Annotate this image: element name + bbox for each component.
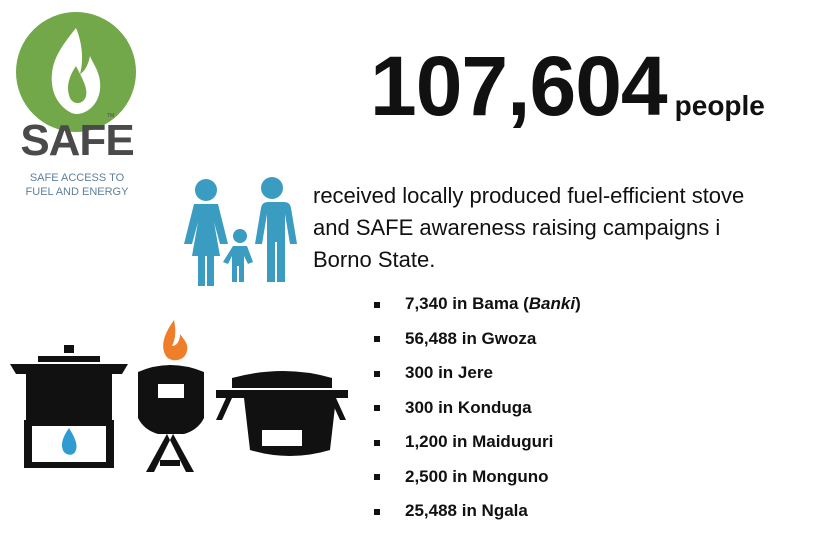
description-line: Borno State. xyxy=(313,247,436,272)
description: received locally produced fuel-efficient… xyxy=(313,180,820,276)
description-line: and SAFE awareness raising campaigns i xyxy=(313,215,721,240)
list-item: 300 in Jere xyxy=(374,361,581,396)
list-text: 300 in Konduga xyxy=(405,397,532,417)
list-text: 56,488 in Gwoza xyxy=(405,328,537,348)
list-text: 300 in Jere xyxy=(405,363,493,382)
list-item: 56,488 in Gwoza xyxy=(374,327,581,362)
description-line: received locally produced fuel-efficient… xyxy=(313,183,745,208)
icons xyxy=(10,12,348,472)
list-item: 1,200 in Maiduguri xyxy=(374,430,581,465)
list-item: 300 in Konduga xyxy=(374,396,581,431)
list-item: 2,500 in Monguno xyxy=(374,465,581,500)
list-text: 25,488 in Ngala xyxy=(405,501,528,520)
list-item: 25,488 in Ngala xyxy=(374,499,581,534)
logo-tagline: SAFE ACCESS TO xyxy=(29,172,125,184)
district-list: 7,340 in Bama (Banki) 56,488 in Gwoza 300 … xyxy=(374,292,581,534)
list-text: 1,200 in Maiduguri xyxy=(405,432,554,451)
headline-unit: people xyxy=(674,90,765,121)
list-text: 7,340 in Bama ( xyxy=(405,294,529,313)
logo-tagline: FUEL AND ENERGY xyxy=(25,186,129,198)
logo-trademark: TM xyxy=(107,113,115,119)
list-suffix: ) xyxy=(575,294,581,313)
list-text: 2,500 in Monguno xyxy=(405,466,549,486)
headline-number: 107,604 xyxy=(370,39,668,133)
page: SAFE TM SAFE ACCESS TO FUEL AND ENERGY 1… xyxy=(0,0,820,519)
logo-name: SAFE xyxy=(20,116,134,165)
list-item: 7,340 in Bama (Banki) xyxy=(374,292,581,327)
headline: 107,604 people xyxy=(370,38,765,135)
list-emphasis: Banki xyxy=(528,294,576,313)
logo-flame-inner xyxy=(68,66,87,104)
stove-icons xyxy=(10,320,348,472)
family-icon xyxy=(184,177,297,286)
